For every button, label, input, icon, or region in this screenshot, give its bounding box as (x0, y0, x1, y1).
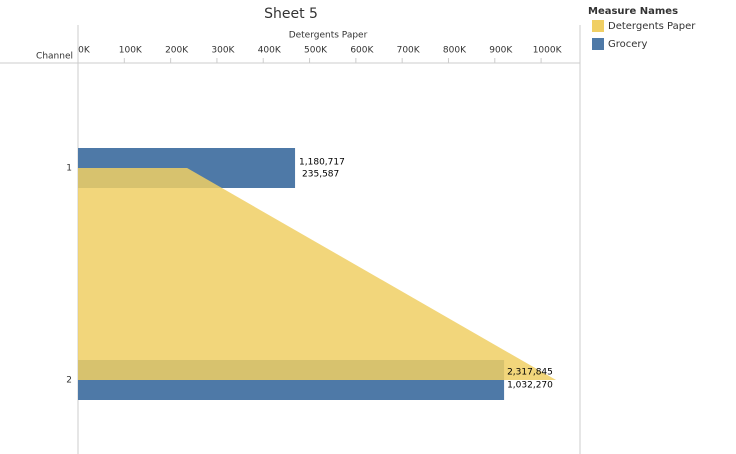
legend-swatch (592, 38, 604, 50)
legend-swatch (592, 20, 604, 32)
x-axis-title: Detergents Paper (289, 31, 368, 41)
y-tick-label: 2 (66, 376, 72, 386)
x-tick-label: 900K (489, 46, 513, 56)
x-tick-label: 500K (304, 46, 328, 56)
legend-label: Grocery (608, 39, 648, 50)
row-header: Channel (36, 52, 73, 62)
x-tick-label: 300K (211, 46, 235, 56)
y-tick-label: 1 (66, 164, 72, 174)
x-tick-label: 100K (119, 46, 143, 56)
x-tick-label: 700K (397, 46, 421, 56)
area (78, 168, 557, 380)
x-tick-label: 800K (443, 46, 467, 56)
x-tick-label: 0K (78, 46, 91, 56)
data-label: 1,032,270 (507, 381, 553, 391)
x-tick-label: 200K (165, 46, 189, 56)
x-tick-label: 1000K (533, 46, 563, 56)
data-label: 1,180,717 (299, 158, 345, 168)
x-tick-label: 400K (258, 46, 282, 56)
legend-title: Measure Names (588, 6, 678, 17)
chart-title: Sheet 5 (264, 6, 318, 22)
data-label: 2,317,845 (507, 368, 553, 378)
data-label: 235,587 (302, 170, 339, 180)
x-tick-label: 600K (350, 46, 374, 56)
legend-label: Detergents Paper (608, 21, 696, 32)
